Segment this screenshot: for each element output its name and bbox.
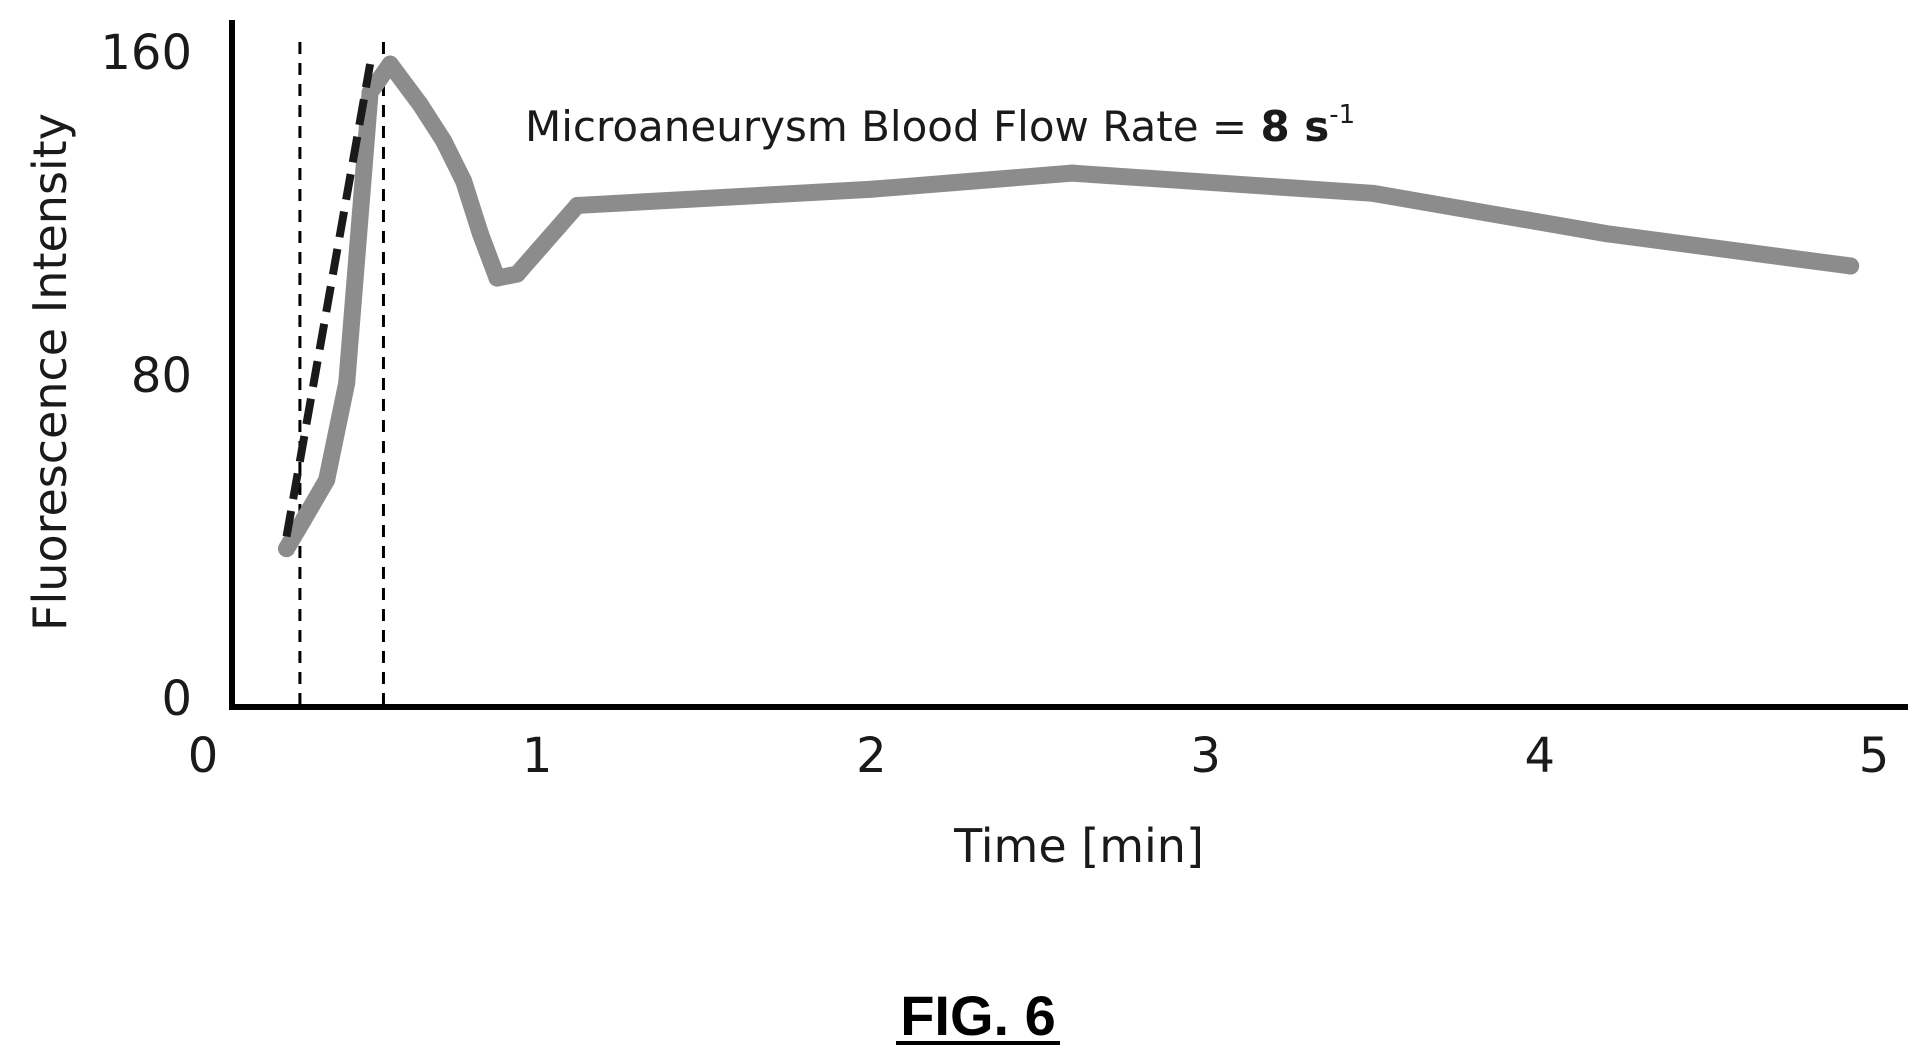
y-tick-label: 80: [131, 348, 192, 404]
y-axis-title: Fluorescence Intensity: [23, 113, 77, 631]
x-tick-label: 1: [522, 728, 553, 784]
series-point: [455, 172, 473, 190]
x-tick-label: 2: [856, 728, 887, 784]
series-point: [435, 132, 453, 150]
vertical-dashed-markers: [298, 42, 385, 707]
series-point: [568, 196, 586, 214]
annotation-label: Microaneurysm Blood Flow Rate =: [525, 102, 1260, 151]
annotation-value: 8 s: [1260, 102, 1329, 151]
series-point: [338, 374, 356, 392]
x-axis-title: Time [min]: [953, 819, 1204, 873]
series-point: [1063, 164, 1081, 182]
x-tick-label: 5: [1859, 728, 1890, 784]
x-tick-labels: 0 1 2 3 4 5: [188, 728, 1890, 784]
series-point: [1364, 184, 1382, 202]
series-layer: [278, 55, 1860, 558]
x-tick-label: 4: [1525, 728, 1556, 784]
series-line-1: [278, 55, 1860, 558]
series-point: [471, 225, 489, 243]
x-tick-label: 0: [188, 728, 219, 784]
x-tick-label: 3: [1190, 728, 1221, 784]
series-point: [411, 95, 429, 113]
series-point: [278, 540, 296, 558]
y-tick-label: 0: [161, 671, 192, 727]
series-point: [862, 180, 880, 198]
series-point: [488, 269, 506, 287]
series-point: [318, 471, 336, 489]
annotation-superscript: -1: [1329, 100, 1355, 130]
slope-line: [282, 63, 375, 538]
series-point: [1842, 257, 1860, 275]
series-point: [508, 265, 526, 283]
figure-caption: FIG. 6: [900, 984, 1056, 1047]
series-point: [294, 511, 312, 529]
y-tick-labels: 0 80 160: [100, 25, 192, 727]
series-point: [381, 55, 399, 73]
flow-rate-annotation: Microaneurysm Blood Flow Rate = 8 s-1: [525, 100, 1355, 151]
series-point: [1598, 225, 1616, 243]
axes: [229, 20, 1908, 710]
y-tick-label: 160: [100, 25, 192, 81]
series-point: [361, 83, 379, 101]
